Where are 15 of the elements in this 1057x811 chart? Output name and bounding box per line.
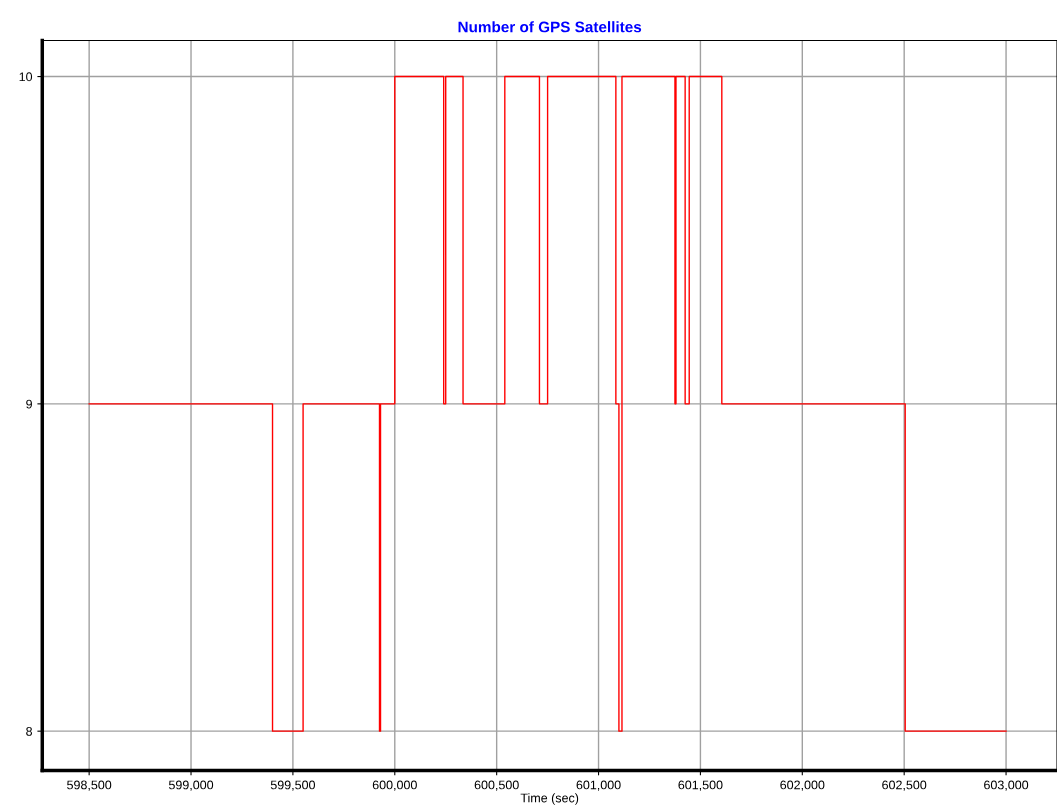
x-tick-label: 600,500: [474, 780, 519, 791]
y-tick-label: 9: [26, 399, 32, 409]
x-tick-label: 599,000: [168, 780, 214, 791]
x-tick-label: 602,000: [780, 780, 825, 791]
x-tick-label: 598,500: [67, 780, 112, 791]
chart-title: Number of GPS Satellites: [458, 21, 642, 33]
x-tick-label: 603,000: [984, 780, 1029, 791]
x-tick-label: 600,000: [372, 780, 417, 791]
x-tick-label: 599,500: [270, 780, 316, 791]
y-tick-label: 10: [19, 72, 33, 82]
x-tick-label: 602,500: [882, 780, 927, 791]
y-tick-label: 8: [26, 726, 33, 736]
x-tick-label: 601,000: [576, 780, 621, 791]
x-axis-title: Time (sec): [520, 793, 579, 805]
x-tick-label: 601,500: [678, 780, 723, 791]
